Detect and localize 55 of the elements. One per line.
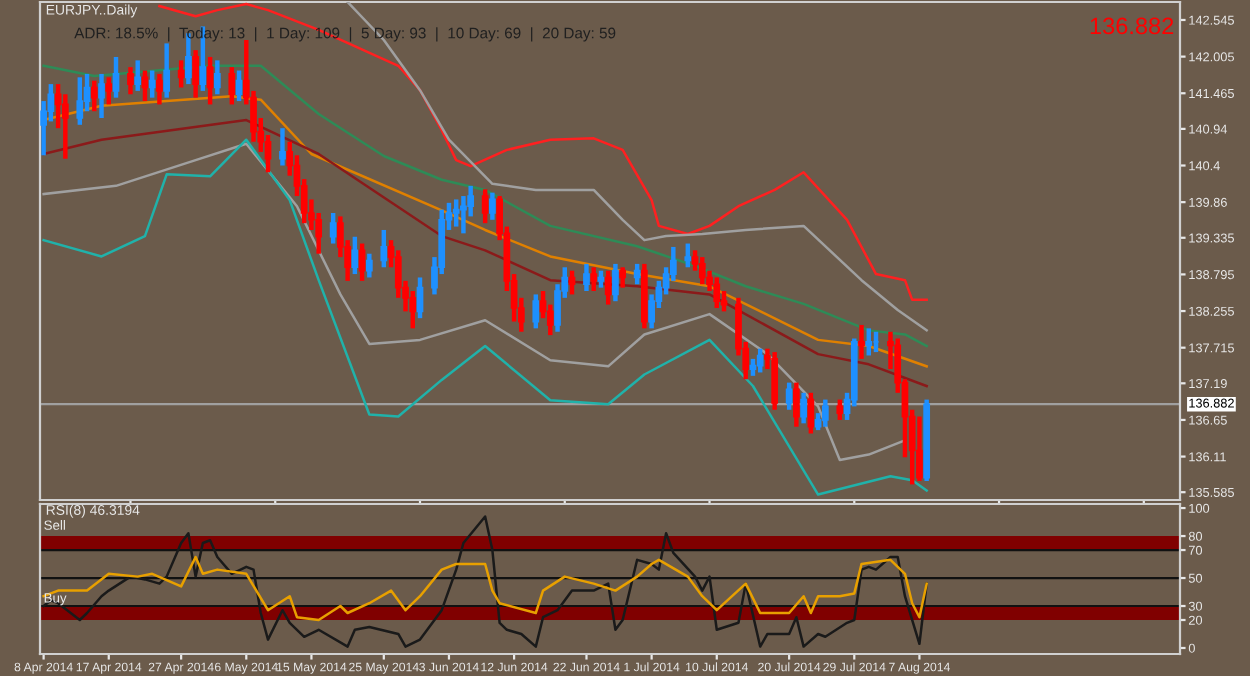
candlestick <box>713 275 721 311</box>
line-series <box>42 64 928 348</box>
candlestick <box>105 75 113 107</box>
candlestick <box>61 92 69 161</box>
candlestick <box>800 390 807 426</box>
candlestick <box>163 41 171 100</box>
line-series <box>346 2 928 332</box>
candlestick <box>351 234 359 277</box>
candlestick <box>192 47 199 100</box>
candlestick <box>590 265 598 294</box>
candlestick <box>409 288 417 331</box>
candlestick <box>684 241 692 270</box>
candlestick <box>633 261 641 287</box>
line-series <box>42 555 928 622</box>
candlestick <box>698 254 706 287</box>
candlestick <box>112 54 120 100</box>
candlestick <box>279 125 286 168</box>
candlestick <box>76 75 84 128</box>
candlestick <box>771 349 779 412</box>
candlestick <box>612 261 619 304</box>
candlestick <box>756 346 764 375</box>
candlestick <box>865 326 873 358</box>
candlestick <box>206 54 214 107</box>
candlestick <box>213 58 221 97</box>
candlestick <box>228 64 236 107</box>
candlestick <box>489 190 496 223</box>
candlestick <box>98 71 105 121</box>
candlestick <box>916 414 923 484</box>
line-series <box>158 2 928 302</box>
candlestick <box>858 322 865 362</box>
candlestick <box>807 390 815 436</box>
annotation: 136.882 <box>1090 17 1174 35</box>
candlestick <box>156 71 163 107</box>
candlestick <box>177 58 185 90</box>
candlestick <box>235 68 243 104</box>
candlestick <box>380 227 388 270</box>
candlestick <box>452 197 460 229</box>
candlestick <box>532 292 540 331</box>
candlestick <box>821 397 829 429</box>
candlestick <box>90 78 98 114</box>
candlestick <box>793 380 800 429</box>
candlestick <box>583 261 590 294</box>
candlestick <box>836 397 844 423</box>
candlestick <box>329 210 337 246</box>
candlestick <box>358 241 366 284</box>
candlestick <box>127 64 134 97</box>
candlestick <box>481 187 489 226</box>
candlestick <box>134 58 142 94</box>
candlestick <box>141 68 149 104</box>
candlestick <box>604 268 612 307</box>
candlestick <box>365 251 373 280</box>
candlestick <box>619 265 627 290</box>
candlestick <box>785 380 793 412</box>
candlestick <box>460 193 467 236</box>
candlestick <box>148 68 156 100</box>
